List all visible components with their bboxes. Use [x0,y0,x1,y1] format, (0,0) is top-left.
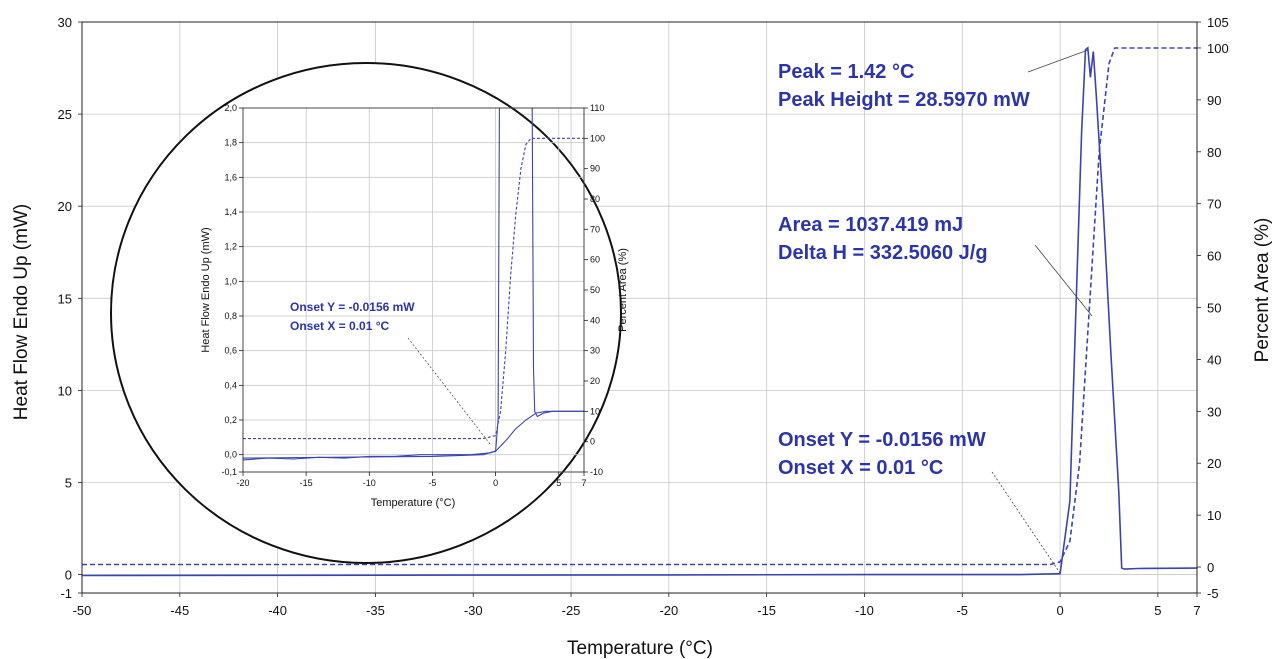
x-tick-label: -20 [659,603,678,618]
y2-tick-label: 100 [1207,41,1229,56]
y-tick-label: 30 [58,15,72,30]
y2-tick-label: 20 [1207,456,1221,471]
main-series [81,46,1198,577]
inset-y-tick-label: 0,6 [224,346,237,356]
x-tick-label: 5 [1154,603,1161,618]
inset-y2-tick-label: 30 [590,346,600,356]
inset-ticks: -20 -15 -10 -5 0 5 7 -0,1 0,0 0,2 0,4 0,6 0,8 1,0 1,2 1… [221,103,605,488]
percent-area-line [82,47,1197,566]
y-tick-label: 5 [65,475,72,490]
y2-tick-label: 10 [1207,508,1221,523]
inset-y2-tick-label: 80 [590,194,600,204]
inset-y-tick-label: 1,4 [224,207,237,217]
inset-y-tick-label: 1,6 [224,172,237,182]
peak-height-annotation: Peak Height = 28.5970 mW [778,89,1030,111]
y-tick-label: -1 [60,586,72,601]
inset-y-axis-title: Heat Flow Endo Up (mW) [200,227,212,352]
inset-y-tick-label: 1,0 [224,276,237,286]
y-tick-label: 20 [58,199,72,214]
inset-heat-flow-line [242,410,584,459]
x-tick-label: -30 [464,603,483,618]
area-annotation: Area = 1037.419 mJ [778,214,963,236]
inset-x-tick-label: 7 [581,478,586,488]
y2-tick-label: 80 [1207,145,1221,160]
inset-y2-tick-label: 60 [590,255,600,265]
x-axis-title: Temperature (°C) [567,638,713,659]
heat-flow-line [81,46,1198,577]
onset-x-annotation: Onset X = 0.01 °C [778,457,943,479]
inset-y2-tick-label: 90 [590,164,600,174]
y2-tick-label: 40 [1207,352,1221,367]
inset-y-tick-label: 2,0 [224,103,237,113]
inset-x-tick-label: 5 [556,478,561,488]
inset-x-tick-label: 0 [493,478,498,488]
inset-x-tick-label: -20 [236,478,249,488]
inset-y-tick-label: 1,2 [224,242,237,252]
x-tick-label: -15 [757,603,776,618]
inset-y2-tick-label: 0 [590,437,595,447]
inset-onset-x-annotation: Onset X = 0.01 °C [290,319,390,333]
area-leader-line [1034,244,1093,317]
inset-y2-tick-label: 110 [590,103,604,113]
y2-tick-label: 70 [1207,197,1221,212]
inset-y2-tick-label: 10 [590,406,600,416]
inset-y2-tick-label: 70 [590,224,600,234]
y-axis-title: Heat Flow Endo Up (mW) [11,204,32,420]
inset-x-axis-title: Temperature (°C) [371,497,455,509]
inset-x-tick-label: -10 [363,478,376,488]
y2-tick-label: -5 [1207,586,1219,601]
inset-y-tick-label: 0,2 [224,415,237,425]
inset-x-tick-label: -5 [428,478,436,488]
y2-tick-label: 30 [1207,404,1221,419]
y-tick-label: 25 [58,107,72,122]
peak-leader-line [1027,49,1089,73]
inset-y-tick-label: 0,0 [224,450,237,460]
inset-y-tick-label: -0,1 [221,467,237,477]
inset-y2-tick-label: 100 [590,133,605,143]
x-tick-label: -50 [73,603,92,618]
inset-y2-tick-label: 40 [590,315,600,325]
delta-h-annotation: Delta H = 332.5060 J/g [778,242,988,264]
x-tick-label: 7 [1193,603,1200,618]
x-tick-label: -5 [956,603,968,618]
inset-y2-tick-label: 20 [590,376,600,386]
inset-magnifier-circle [110,62,622,564]
inset-y-tick-label: 0,4 [224,380,237,390]
inset-y-tick-label: 0,8 [224,311,237,321]
peak-annotation: Peak = 1.42 °C [778,61,914,83]
inset-onset-y-annotation: Onset Y = -0.0156 mW [290,300,415,314]
x-tick-label: 0 [1056,603,1063,618]
inset-y2-tick-label: 50 [590,285,600,295]
y2-tick-label: 50 [1207,301,1221,316]
main-ticks: -50 -45 -40 -35 -30 -25 -20 -15 -10 -5 0 5 7-1051015… [58,15,1229,618]
inset-y-tick-label: 1,8 [224,138,237,148]
x-tick-label: -45 [170,603,189,618]
y2-axis-title: Percent Area (%) [1252,218,1273,363]
inset-y2-tick-label: -10 [590,467,603,477]
x-tick-label: -35 [366,603,385,618]
inset-y2-axis-title: Percent Area (%) [617,248,629,332]
x-tick-label: -25 [562,603,581,618]
y-tick-label: 0 [65,568,72,583]
y2-tick-label: 105 [1207,15,1229,30]
x-tick-label: -40 [268,603,287,618]
inset-x-tick-label: -15 [300,478,313,488]
y2-tick-label: 60 [1207,249,1221,264]
y-tick-label: 10 [58,383,72,398]
y-tick-label: 15 [58,291,72,306]
onset-y-annotation: Onset Y = -0.0156 mW [778,429,986,451]
y2-tick-label: 90 [1207,93,1221,108]
y2-tick-label: 0 [1207,560,1214,575]
x-tick-label: -10 [855,603,874,618]
onset-leader-line [991,471,1061,574]
inset-series [242,107,584,461]
